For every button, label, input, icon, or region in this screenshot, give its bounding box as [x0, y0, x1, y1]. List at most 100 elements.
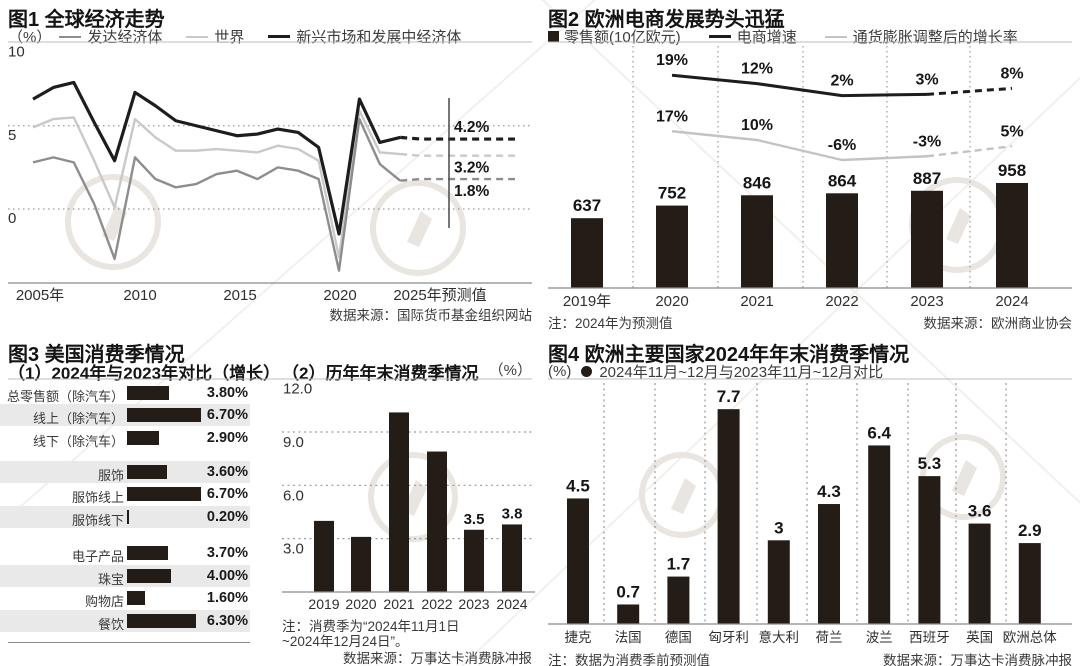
- x-tick-label: 2024: [496, 596, 527, 612]
- row-label: 服饰线上: [71, 490, 124, 505]
- season-bar: [389, 412, 409, 592]
- line-swatch-world-icon: [186, 35, 209, 38]
- watermark-diagonal-line: [541, 0, 1080, 504]
- bar-value-label: 4.3: [817, 482, 841, 501]
- line-swatch-inflation-icon: [824, 35, 847, 38]
- series-forecast-dash-1: [400, 152, 515, 157]
- x-tick-label: 2015: [223, 287, 256, 304]
- x-tick-label: 2024: [995, 293, 1028, 310]
- annotation-world: 3.2%: [454, 160, 490, 177]
- retail-bar: [996, 183, 1028, 288]
- bar-value-label: 864: [828, 171, 857, 190]
- fig4-note: 注：数据为消费季前预测值: [548, 653, 710, 666]
- fig3-subtitle-2: （2）历年年末消费季情况: [282, 364, 479, 383]
- fig3-bar-list: 总零售额（除汽车） 3.80% 线上（除汽车） 6.70% 线下（除汽车） 2.90% 服饰…: [0, 335, 540, 666]
- table-row: 服饰线上 6.70%: [0, 483, 250, 505]
- panel-fig3-us-consumer-season: 图3 美国消费季情况 （1）2024年与2023年对比（增长） （2）历年年末消…: [0, 335, 540, 666]
- country-bar: [767, 540, 790, 624]
- x-tick-label: 2022: [825, 293, 858, 310]
- y-tick-label: 0: [8, 210, 16, 227]
- x-tick-label: 2021: [383, 596, 414, 612]
- x-tick-label: 2019: [308, 596, 339, 612]
- bar-value-label: 1.7: [667, 555, 691, 574]
- watermark-logo-icon: [370, 180, 466, 276]
- series-forecast-dash-2: [400, 135, 515, 141]
- row-bar: [127, 386, 169, 400]
- row-bar: [127, 591, 145, 605]
- series-line-2: [32, 80, 401, 236]
- series-forecast-dash-0: [400, 177, 515, 182]
- y-tick-label: 6.0: [283, 487, 304, 504]
- growth-line-1: [671, 130, 928, 162]
- fig2-plot: 637 752 846 864 887 958 2019年 2020 2021 2022 2023 2…: [548, 41, 1072, 310]
- y-tick-label: 5: [8, 127, 16, 144]
- row-label: 电子产品: [71, 549, 124, 564]
- row-label: 珠宝: [97, 572, 124, 587]
- fig3-subtitle-1: （1）2024年与2023年对比（增长）: [8, 364, 281, 383]
- fig2-note: 注：2024年为预测值: [548, 316, 673, 331]
- table-row: 服饰 3.60%: [0, 461, 250, 483]
- x-tick-label: 2020: [345, 596, 376, 612]
- x-tick-label: 2005年: [16, 287, 64, 304]
- season-bar: [351, 536, 371, 592]
- fig4-source: 数据来源：万事达卡消费脉冲报: [883, 653, 1072, 666]
- fig2-title: 图2 欧洲电商发展势头迅猛: [548, 9, 785, 31]
- panel-fig4-europe-countries: 图4 欧洲主要国家2024年年末消费季情况 (%) 2024年11月~12月与2…: [540, 335, 1080, 666]
- x-tick-label: 2021: [740, 293, 773, 310]
- row-value: 3.70%: [206, 545, 248, 561]
- bar-value-label: 3.5: [464, 511, 485, 528]
- bar-value-label: 887: [913, 169, 941, 188]
- bar-value-label: 3.8: [502, 505, 523, 522]
- x-tick-label: 2019年: [563, 293, 611, 310]
- line-swatch-growth-icon: [708, 35, 731, 38]
- panel-fig1-global-economy: 图1 全球经济走势 （%） 发达经济体 世界 新兴市场和发展中经济体 10 5 0 2…: [0, 0, 540, 335]
- season-bar: [314, 520, 334, 592]
- fig3-title: 图3 美国消费季情况: [8, 344, 185, 366]
- row-label: 服饰: [97, 468, 124, 483]
- x-tick-label: 欧洲总体: [1003, 630, 1057, 645]
- fig4-legend: (%) 2024年11月~12月与2023年11月~12月对比: [548, 361, 883, 382]
- x-tick-label: 2025年预测值: [393, 287, 486, 304]
- bar-value-label: 958: [998, 161, 1026, 180]
- table-row: 餐饮 6.30%: [0, 610, 250, 632]
- table-row: 电子产品 3.70%: [0, 542, 250, 564]
- row-value: 0.20%: [206, 509, 248, 525]
- line-value-label: 19%: [656, 52, 688, 69]
- country-bar: [667, 576, 690, 624]
- table-row: 购物店 1.60%: [0, 587, 250, 609]
- growth-line-forecast-0: [926, 86, 1013, 96]
- row-label: 总零售额（除汽车）: [6, 389, 124, 404]
- line-swatch-advanced-icon: [59, 35, 82, 38]
- country-bar: [717, 409, 740, 624]
- fig3-unit-label: （%）: [488, 362, 532, 379]
- bar-value-label: 846: [743, 173, 771, 192]
- table-row: 线上（除汽车） 6.70%: [0, 404, 250, 426]
- country-bar: [818, 504, 840, 624]
- row-value: 3.60%: [206, 464, 248, 480]
- x-tick-label: 德国: [665, 630, 692, 645]
- watermark-diagonal-line: [0, 0, 597, 527]
- fig1-plot: 10 5 0 2005年 2010 2015 2020 2025年预测值 4.2% 3.2% 1.8…: [8, 41, 532, 304]
- x-tick-label: 捷克: [565, 630, 592, 645]
- season-bar: [502, 524, 522, 592]
- fig3-source: 数据来源：万事达卡消费脉冲报: [343, 651, 532, 666]
- country-bar: [918, 476, 941, 624]
- row-bar: [127, 465, 167, 479]
- fig1-title: 图1 全球经济走势: [8, 9, 165, 31]
- bar-value-label: 2.9: [1018, 521, 1042, 540]
- legend-dot-icon: [581, 366, 593, 377]
- row-value: 1.60%: [206, 590, 248, 606]
- country-bar: [1018, 543, 1041, 624]
- fig4-unit-label: (%): [548, 363, 572, 380]
- retail-bar: [826, 193, 858, 288]
- table-row: 线下（除汽车） 2.90%: [0, 427, 250, 449]
- row-label: 线上（除汽车）: [32, 411, 124, 426]
- row-bar: [127, 431, 159, 445]
- row-label: 线下（除汽车）: [32, 434, 124, 449]
- x-tick-label: 2023: [458, 596, 489, 612]
- row-value: 6.30%: [206, 613, 248, 629]
- watermark-logo-glyph-icon: [946, 208, 971, 244]
- x-tick-label: 2022: [421, 596, 452, 612]
- watermark-logo-glyph-icon: [102, 205, 127, 241]
